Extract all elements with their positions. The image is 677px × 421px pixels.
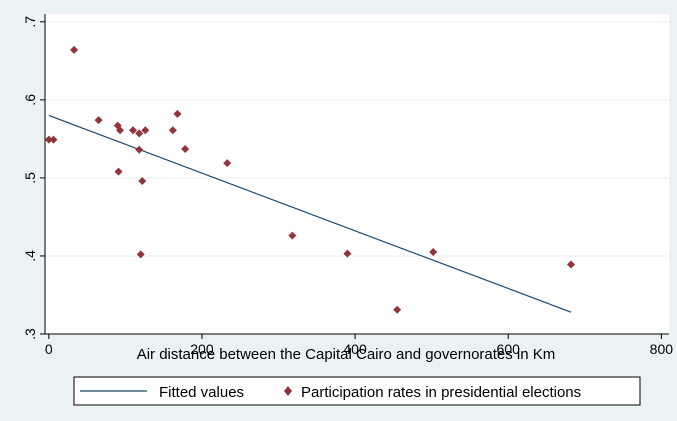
data-point [135,145,144,154]
x-tick-label: 800 [650,341,674,357]
y-tick-label: .7 [22,16,38,28]
data-point [429,248,438,257]
legend-points-label: Participation rates in presidential elec… [301,384,581,401]
data-point [141,126,150,135]
data-point [393,305,402,314]
data-point [116,126,125,135]
data-point [135,129,144,138]
data-point [138,177,147,186]
data-point [223,159,232,168]
data-point [343,249,352,258]
x-tick-label: 600 [497,341,521,357]
fitted-values-line [48,114,572,313]
series-layer [44,45,575,314]
data-point [49,135,58,144]
x-tick-label: 200 [190,341,214,357]
legend-point-symbol [284,386,292,396]
y-tick-label: .4 [22,250,38,262]
axis-ticks: .3 .4 .5 .6 .7 0 200 400 600 800 [22,16,673,357]
y-tick-label: .6 [22,94,38,106]
data-point [181,145,190,154]
data-point [114,167,123,176]
x-tick-label: 400 [343,341,367,357]
legend-box [73,376,641,406]
data-point [136,250,145,259]
data-point [70,45,79,54]
data-point [44,135,53,144]
x-axis-title: Air distance between the Capital Cairo a… [137,346,556,363]
y-tick-label: .5 [22,172,38,184]
y-tick-label: .3 [22,328,38,340]
data-point [129,126,138,135]
data-point [168,126,177,135]
data-point [288,231,297,240]
data-point [566,260,575,269]
legend: Fitted values Participation rates in pre… [73,376,641,406]
data-point [94,116,103,125]
legend-fitted-label: Fitted values [159,384,244,401]
plot-area [45,14,669,334]
x-tick-label: 0 [45,341,53,357]
data-point [173,109,182,118]
